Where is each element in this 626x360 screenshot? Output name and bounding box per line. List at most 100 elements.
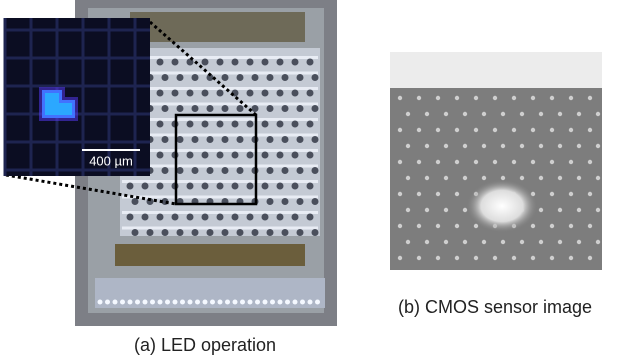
sensor-dot — [425, 208, 429, 212]
led-dot — [222, 167, 229, 174]
sensor-dot — [588, 160, 592, 164]
array-stripe — [122, 165, 318, 168]
sensor-dot — [588, 96, 592, 100]
led-dot — [142, 183, 149, 190]
sensor-dot — [588, 256, 592, 260]
led-dot — [202, 59, 209, 66]
led-dot — [217, 59, 224, 66]
led-dot — [262, 121, 269, 128]
array-stripe — [122, 227, 318, 230]
sensor-dot — [512, 128, 516, 132]
sensor-dot — [436, 128, 440, 132]
sensor-dot — [596, 240, 600, 244]
led-dot — [237, 74, 244, 81]
sensor-dot — [577, 240, 581, 244]
led-dot — [247, 59, 254, 66]
sensor-dot — [501, 112, 505, 116]
led-dot — [232, 121, 239, 128]
sensor-dot — [398, 256, 402, 260]
sensor-dot — [493, 256, 497, 260]
pad — [278, 300, 283, 305]
led-dot — [312, 74, 319, 81]
led-dot — [202, 214, 209, 221]
sensor-dot — [398, 160, 402, 164]
led-dot — [267, 229, 274, 236]
led-dot — [297, 198, 304, 205]
led-dot — [312, 167, 319, 174]
sensor-dot — [463, 240, 467, 244]
led-dot — [297, 105, 304, 112]
led-dot — [222, 229, 229, 236]
sensor-dot — [512, 96, 516, 100]
sensor-dot — [425, 240, 429, 244]
sensor-dot — [577, 176, 581, 180]
led-dot — [307, 183, 314, 190]
sensor-dot — [398, 128, 402, 132]
sensor-dot — [539, 208, 543, 212]
sensor-dot — [455, 96, 459, 100]
led-dot — [267, 136, 274, 143]
led-dot — [132, 229, 139, 236]
array-stripe — [122, 196, 318, 199]
array-stripe — [122, 134, 318, 137]
sensor-dot — [520, 176, 524, 180]
led-dot — [192, 167, 199, 174]
chip-circuit — [115, 244, 305, 266]
led-dot — [247, 183, 254, 190]
led-dot — [232, 183, 239, 190]
led-dot — [172, 90, 179, 97]
sensor-dot — [436, 256, 440, 260]
led-dot — [282, 167, 289, 174]
led-dot — [177, 167, 184, 174]
led-dot — [127, 183, 134, 190]
led-dot — [312, 229, 319, 236]
pad — [293, 300, 298, 305]
sensor-dot — [463, 144, 467, 148]
led-dot — [187, 121, 194, 128]
led-dot — [237, 229, 244, 236]
led-dot — [282, 229, 289, 236]
led-dot — [217, 214, 224, 221]
pad — [135, 300, 140, 305]
sensor-dot — [596, 176, 600, 180]
led-dot — [292, 59, 299, 66]
pad — [270, 300, 275, 305]
led-dot — [267, 167, 274, 174]
pad — [248, 300, 253, 305]
pad — [165, 300, 170, 305]
pad — [255, 300, 260, 305]
sensor-dot — [406, 112, 410, 116]
figure: 400 µm (a) LED operation (b) CMOS sensor… — [0, 0, 626, 360]
sensor-dot — [444, 208, 448, 212]
sensor-dot — [501, 176, 505, 180]
led-dot — [162, 105, 169, 112]
sensor-dot — [455, 192, 459, 196]
sensor-dot — [569, 224, 573, 228]
sensor-dot — [577, 208, 581, 212]
pad — [195, 300, 200, 305]
sensor-dot — [463, 208, 467, 212]
pad — [263, 300, 268, 305]
pad — [203, 300, 208, 305]
sensor-dot — [493, 160, 497, 164]
pad — [143, 300, 148, 305]
led-dot — [262, 183, 269, 190]
sensor-dot — [569, 256, 573, 260]
sensor-dot — [425, 176, 429, 180]
led-dot — [307, 59, 314, 66]
sensor-dot — [436, 224, 440, 228]
pad — [120, 300, 125, 305]
led-dot — [207, 167, 214, 174]
pad — [240, 300, 245, 305]
led-dot — [277, 214, 284, 221]
caption-b: (b) CMOS sensor image — [398, 297, 592, 317]
led-dot — [202, 152, 209, 159]
led-dot — [132, 198, 139, 205]
led-dot — [297, 229, 304, 236]
led-dot — [292, 90, 299, 97]
led-dot — [237, 105, 244, 112]
pad — [300, 300, 305, 305]
pad — [173, 300, 178, 305]
sensor-dot — [550, 192, 554, 196]
pad — [105, 300, 110, 305]
